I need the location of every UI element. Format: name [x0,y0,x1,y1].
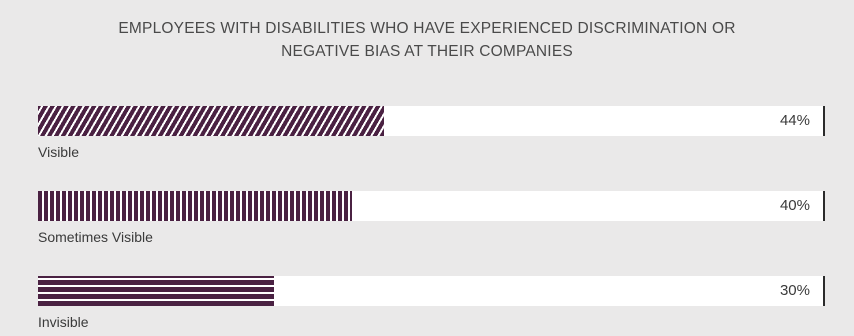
value-label: 30% [779,282,810,299]
bar-end-tick [823,191,825,221]
bar [38,106,384,136]
value-label: 44% [779,112,810,129]
category-label: Sometimes Visible [38,229,153,245]
bar [38,191,352,221]
bar-end-tick [823,106,825,136]
chart-title: EMPLOYEES WITH DISABILITIES WHO HAVE EXP… [0,17,854,63]
chart-title-line-2: NEGATIVE BIAS AT THEIR COMPANIES [281,43,573,60]
chart-title-line-1: EMPLOYEES WITH DISABILITIES WHO HAVE EXP… [118,20,736,37]
bar [38,276,274,306]
bar-row-sometimes-visible: 40% Sometimes Visible [38,191,825,251]
bar-row-visible: 44% Visible [38,106,825,166]
category-label: Invisible [38,314,89,330]
value-label: 40% [779,197,810,214]
bar-row-invisible: 30% Invisible [38,276,825,336]
bar-end-tick [823,276,825,306]
category-label: Visible [38,144,79,160]
